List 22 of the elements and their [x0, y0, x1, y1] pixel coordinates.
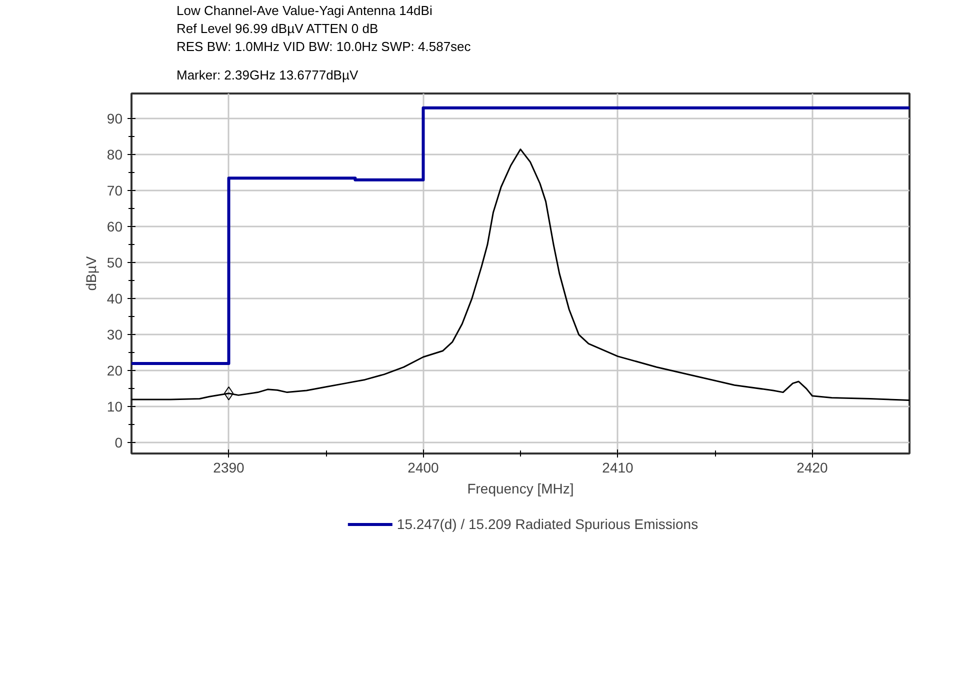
x-axis-title: Frequency [MHz] [467, 480, 574, 496]
legend-label: 15.247(d) / 15.209 Radiated Spurious Emissions [396, 516, 698, 532]
y-tick-label: 40 [106, 290, 123, 307]
chart-title: Low Channel-Ave Value-Yagi Antenna 14dBi [176, 3, 432, 18]
y-tick-label: 50 [106, 254, 123, 271]
y-tick-label: 80 [106, 146, 123, 163]
line-series [132, 148, 910, 401]
text: Marker: 2.39GHz 13.6777dBµV [176, 68, 358, 82]
text: RES BW: 1.0MHz VID BW: 10.0Hz SWP: 4.587sec [176, 39, 472, 54]
y-tick-label: 70 [106, 182, 123, 199]
y-axis-title: dBµV [82, 256, 99, 291]
y-tick-label: 20 [106, 362, 123, 379]
y-tick-label: 10 [106, 398, 123, 415]
y-tick-label: 0 [114, 434, 123, 451]
y-tick-label: 60 [106, 218, 123, 235]
x-tick-label: 2410 [602, 460, 634, 476]
y-tick-label: 30 [106, 326, 123, 343]
x-tick-label: 2420 [796, 460, 828, 476]
x-tick-label: 2390 [213, 460, 245, 476]
text: Ref Level 96.99 dBµV ATTEN 0 dB [176, 21, 378, 36]
x-tick-label: 2400 [408, 460, 440, 476]
y-tick-label: 90 [106, 110, 123, 127]
